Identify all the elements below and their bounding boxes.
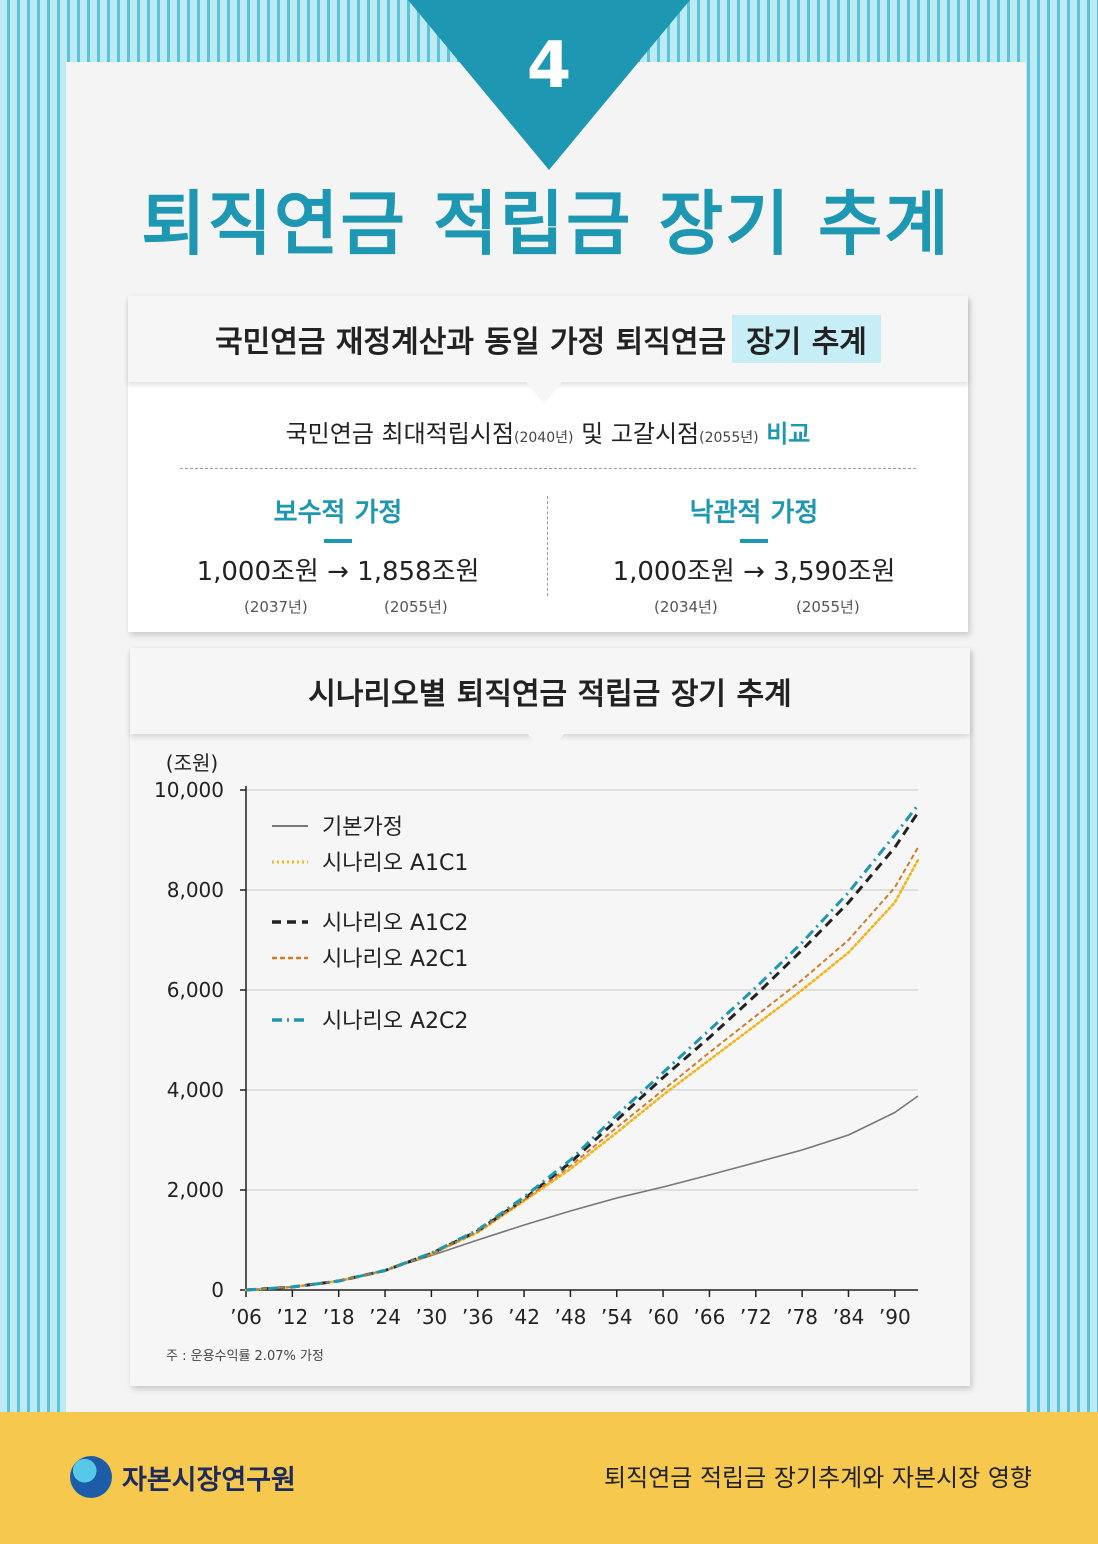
y-tick-label: 6,000 — [167, 978, 224, 1002]
chart-note: 주 : 운용수익률 2.07% 가정 — [166, 1349, 324, 1364]
optimistic-values: 1,000조원 → 3,590조원 — [612, 557, 896, 587]
x-tick-label: ’90 — [879, 1305, 911, 1329]
comparison-title-highlight: 장기 추계 — [732, 315, 881, 363]
legend-label: 기본가정 — [322, 815, 403, 840]
legend-label: 시나리오 A2C2 — [322, 1009, 468, 1034]
dotted-divider-vertical — [547, 496, 548, 596]
chart-box: 시나리오별 퇴직연금 적립금 장기 추계 — [130, 648, 970, 1386]
section-number: 4 — [526, 29, 572, 103]
dotted-divider — [180, 468, 916, 469]
comparison-box-header: 국민연금 재정계산과 동일 가정 퇴직연금 장기 추계 — [128, 296, 968, 382]
page-title: 퇴직연금 적립금 장기 추계 — [141, 183, 951, 265]
y-axis-unit-label: (조원) — [166, 751, 218, 775]
x-tick-label: ’48 — [555, 1305, 587, 1329]
legend-label: 시나리오 A2C1 — [322, 947, 468, 972]
x-tick-label: ’84 — [833, 1305, 865, 1329]
x-tick-label: ’78 — [786, 1305, 818, 1329]
y-tick-label: 10,000 — [154, 778, 224, 802]
x-tick-label: ’18 — [323, 1305, 355, 1329]
y-tick-label: 8,000 — [167, 878, 224, 902]
chart-box-title: 시나리오별 퇴직연금 적립금 장기 추계 — [308, 677, 792, 712]
header-notch — [526, 382, 562, 404]
conservative-year-to: (2055년) — [384, 598, 448, 616]
conservative-title: 보수적 가정 — [273, 498, 403, 528]
title-underline — [740, 539, 768, 543]
x-tick-label: ’06 — [230, 1305, 262, 1329]
series-line — [245, 1095, 919, 1291]
x-tick-label: ’54 — [601, 1305, 633, 1329]
conservative-column: 보수적 가정 1,000조원 → 1,858조원 (2037년) (2055년) — [158, 492, 518, 618]
footer-subtitle: 퇴직연금 적립금 장기추계와 자본시장 영향 — [604, 1464, 1032, 1492]
x-tick-label: ’12 — [276, 1305, 308, 1329]
series-line — [245, 804, 920, 1292]
x-tick-label: ’72 — [740, 1305, 772, 1329]
footer: 자본시장연구원 퇴직연금 적립금 장기추계와 자본시장 영향 — [0, 1412, 1098, 1544]
conservative-values: 1,000조원 → 1,858조원 — [196, 557, 480, 587]
x-tick-label: ’66 — [694, 1305, 726, 1329]
optimistic-title: 낙관적 가정 — [689, 498, 819, 528]
legend-label: 시나리오 A1C2 — [322, 911, 468, 936]
y-tick-label: 2,000 — [167, 1178, 224, 1202]
x-tick-label: ’24 — [369, 1305, 401, 1329]
comparison-subtitle: 국민연금 최대적립시점(2040년) 및 고갈시점(2055년) 비교 — [285, 420, 811, 448]
x-tick-label: ’60 — [647, 1305, 679, 1329]
title-underline — [324, 539, 352, 543]
chart-box-header: 시나리오별 퇴직연금 적립금 장기 추계 — [130, 648, 970, 734]
optimistic-year-from: (2034년) — [654, 598, 718, 616]
series-line — [245, 811, 920, 1292]
legend-label: 시나리오 A1C1 — [322, 851, 468, 876]
optimistic-column: 낙관적 가정 1,000조원 → 3,590조원 (2034년) (2055년) — [574, 492, 934, 618]
comparison-box: 국민연금 재정계산과 동일 가정 퇴직연금 장기 추계 국민연금 최대적립시점(… — [128, 296, 968, 632]
y-tick-label: 0 — [211, 1278, 224, 1302]
comparison-title: 국민연금 재정계산과 동일 가정 퇴직연금 — [215, 325, 727, 360]
header-notch — [528, 734, 564, 756]
logo-icon — [70, 1456, 112, 1498]
x-tick-label: ’42 — [508, 1305, 540, 1329]
conservative-year-from: (2037년) — [244, 598, 308, 616]
y-tick-label: 4,000 — [167, 1078, 224, 1102]
optimistic-year-to: (2055년) — [796, 598, 860, 616]
x-tick-label: ’30 — [415, 1305, 447, 1329]
x-tick-label: ’36 — [462, 1305, 494, 1329]
organization-name: 자본시장연구원 — [122, 1465, 296, 1496]
